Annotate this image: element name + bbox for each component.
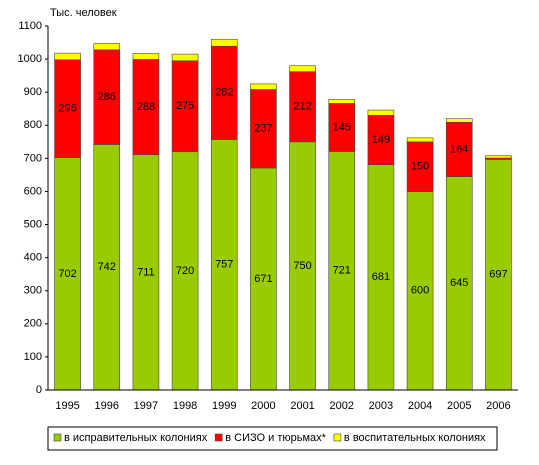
y-tick-label: 500 xyxy=(24,218,42,230)
bar-segment xyxy=(328,103,356,152)
data-label: 288 xyxy=(137,101,155,113)
data-label: 702 xyxy=(58,268,76,280)
y-tick-label: 1000 xyxy=(18,53,42,65)
x-tick-label: 2005 xyxy=(447,400,471,412)
x-tick-label: 1997 xyxy=(134,400,158,412)
data-label: 681 xyxy=(372,271,390,283)
data-label: 600 xyxy=(411,285,429,297)
bar-segment xyxy=(171,60,199,153)
bar-segment xyxy=(485,159,512,391)
bar-segment xyxy=(445,118,473,123)
legend-box xyxy=(47,426,498,451)
bar-segment xyxy=(328,99,356,104)
bar-segment xyxy=(54,59,81,159)
data-label: 697 xyxy=(489,269,507,281)
y-tick-label: 900 xyxy=(24,86,42,98)
data-label: 164 xyxy=(450,143,468,155)
bar-segment xyxy=(93,43,121,51)
data-label: 720 xyxy=(176,265,194,277)
bar-segment xyxy=(367,164,395,391)
bar-segment xyxy=(445,176,473,391)
x-tick-label: 2004 xyxy=(408,400,432,412)
y-tick-label: 700 xyxy=(24,152,42,164)
data-label: 145 xyxy=(333,121,351,133)
y-tick-label: 400 xyxy=(24,252,42,264)
data-label: 150 xyxy=(411,161,429,173)
legend-label: в СИЗО и тюрьмах* xyxy=(225,432,326,444)
x-tick-label: 1998 xyxy=(173,400,197,412)
legend-label: в воспитательных колониях xyxy=(344,432,486,444)
x-tick-label: 2000 xyxy=(251,400,275,412)
bar-segment xyxy=(289,71,316,143)
x-tick-label: 2002 xyxy=(330,400,354,412)
y-tick-label: 300 xyxy=(24,285,42,297)
bar-segment xyxy=(132,59,160,156)
bar-segment xyxy=(210,38,238,47)
legend-swatch xyxy=(214,433,223,442)
bar-segment xyxy=(367,109,395,116)
data-label: 711 xyxy=(137,266,155,278)
x-tick-label: 1996 xyxy=(95,400,119,412)
bar-segment xyxy=(132,154,160,391)
data-label: 742 xyxy=(98,261,116,273)
x-tick-label: 1999 xyxy=(212,400,236,412)
bar-segment xyxy=(54,52,81,61)
y-tick-label: 600 xyxy=(24,185,42,197)
bar-segment xyxy=(250,83,277,90)
y-tick-label: 0 xyxy=(36,384,42,396)
data-label: 286 xyxy=(98,91,116,103)
data-label: 750 xyxy=(293,260,311,272)
bar-segment xyxy=(485,155,512,159)
data-label: 721 xyxy=(333,265,351,277)
bar-segment xyxy=(250,167,277,391)
data-label: 275 xyxy=(176,100,194,112)
bar-segment xyxy=(93,49,121,145)
x-tick-label: 1995 xyxy=(55,400,79,412)
x-tick-label: 2001 xyxy=(290,400,314,412)
bar-segment xyxy=(210,45,238,140)
bar-segment xyxy=(132,53,160,60)
bar-segment xyxy=(250,89,277,169)
bar-segment xyxy=(210,139,238,391)
bar-segment xyxy=(406,137,434,143)
y-tick-label: 200 xyxy=(24,318,42,330)
data-label: 149 xyxy=(372,134,390,146)
data-label: 212 xyxy=(293,101,311,113)
bar-segment xyxy=(328,151,356,391)
bar-segment xyxy=(406,191,434,391)
y-tick-label: 1100 xyxy=(18,20,42,32)
legend-swatch xyxy=(333,433,342,442)
x-tick-label: 2006 xyxy=(486,400,510,412)
data-label: 282 xyxy=(215,87,233,99)
data-label: 237 xyxy=(254,123,272,135)
bar-segment xyxy=(289,65,316,72)
legend-label: в исправительных колониях xyxy=(64,432,208,444)
data-label: 296 xyxy=(58,103,76,115)
data-label: 671 xyxy=(254,273,272,285)
y-tick-label: 100 xyxy=(24,351,42,363)
x-tick-label: 2003 xyxy=(369,400,393,412)
data-label: 645 xyxy=(450,277,468,289)
y-tick-label: 800 xyxy=(24,119,42,131)
bar-segment xyxy=(171,53,199,62)
legend-swatch xyxy=(53,433,62,442)
data-label: 757 xyxy=(215,259,233,271)
y-axis-label: Тыс. человек xyxy=(50,7,117,19)
bar-segment xyxy=(289,141,316,391)
